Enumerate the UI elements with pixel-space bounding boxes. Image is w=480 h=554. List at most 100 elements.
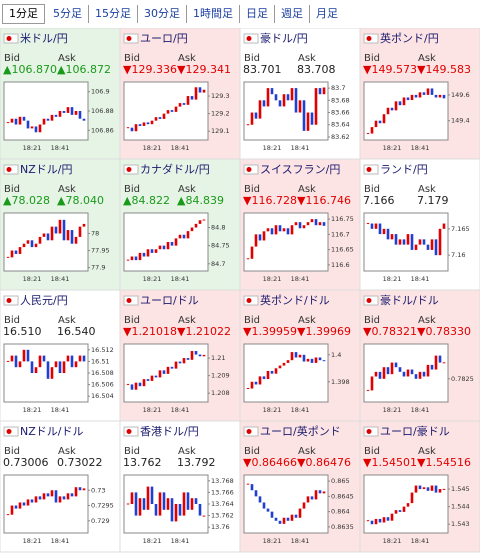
x-tick-label: 18:21 — [143, 537, 162, 545]
x-tick-label: 18:41 — [51, 406, 70, 414]
pair-title: 人民元/円 — [20, 294, 68, 307]
candle — [198, 220, 202, 224]
timeframe-tab[interactable]: 週足 — [274, 5, 309, 23]
candle — [394, 362, 398, 368]
candle — [258, 496, 262, 503]
plot-area — [3, 81, 89, 141]
y-tick-label: 7.165 — [451, 225, 470, 233]
bid-value: 0.73006 — [3, 456, 49, 469]
candle — [294, 88, 298, 113]
y-tick-label: 78 — [91, 229, 99, 237]
candle — [410, 492, 414, 504]
candle — [10, 505, 14, 515]
x-tick-label: 18:21 — [263, 144, 282, 152]
candle — [150, 120, 154, 125]
candle — [418, 92, 422, 98]
candle — [406, 369, 410, 377]
y-tick-label: 1.21 — [211, 354, 225, 362]
flag-icon — [6, 298, 12, 303]
candle — [22, 349, 26, 362]
timeframe-tab[interactable]: 1時間足 — [186, 5, 239, 23]
timeframe-tab[interactable]: 1分足 — [2, 4, 45, 24]
y-tick-label: 0.729 — [91, 517, 110, 525]
timeframe-tab[interactable]: 月足 — [309, 5, 344, 23]
pair-title: スイスフラン/円 — [260, 163, 340, 176]
candle — [290, 352, 294, 361]
y-tick-label: 0.7295 — [91, 502, 114, 510]
candle — [266, 88, 270, 107]
candle — [294, 514, 298, 518]
candle — [70, 493, 74, 497]
candle — [150, 249, 154, 253]
y-tick-label: 116.65 — [331, 246, 354, 254]
candle — [74, 111, 78, 115]
candle — [266, 228, 270, 232]
y-tick-label: 0.73 — [91, 486, 105, 494]
ask-label: Ask — [58, 53, 76, 64]
candle — [282, 362, 286, 366]
candle — [146, 486, 150, 510]
candle — [10, 118, 14, 123]
candle — [254, 112, 258, 119]
candle — [422, 92, 426, 95]
y-tick-label: 1.209 — [211, 372, 230, 380]
candle — [382, 517, 386, 523]
flag-icon — [366, 429, 372, 434]
plot-area — [123, 343, 209, 403]
plot-area — [123, 81, 209, 141]
candle — [282, 94, 286, 107]
candle — [66, 355, 70, 362]
timeframe-tab[interactable]: 30分足 — [137, 5, 186, 23]
timeframe-tab[interactable]: 15分足 — [88, 5, 137, 23]
timeframe-tab[interactable]: 日足 — [239, 5, 274, 23]
candle — [182, 358, 186, 364]
candle — [378, 223, 382, 235]
bid-label: Bid — [4, 184, 20, 195]
candle — [154, 249, 158, 253]
candle — [306, 112, 310, 131]
candle — [434, 94, 438, 98]
candle — [70, 355, 74, 368]
flag-icon — [246, 298, 252, 303]
y-tick-label: 13.762 — [211, 512, 234, 520]
candle — [270, 370, 274, 374]
candle — [402, 97, 406, 106]
candle — [50, 114, 54, 121]
candle — [398, 101, 402, 106]
candle — [406, 234, 410, 245]
candle — [194, 498, 198, 504]
candle — [74, 487, 78, 497]
candle — [150, 375, 154, 381]
candle — [250, 112, 254, 125]
candle — [82, 355, 86, 362]
candle — [46, 361, 50, 379]
candle — [178, 234, 182, 239]
pair-title: ユーロ/英ポンド — [260, 424, 341, 438]
ask-value: ▲78.040 — [57, 194, 104, 207]
candle — [142, 498, 146, 510]
candle — [78, 111, 82, 119]
y-tick-label: 83.64 — [331, 121, 350, 129]
y-tick-label: 77.9 — [91, 264, 105, 272]
plot-area — [363, 81, 449, 141]
candle — [442, 362, 446, 364]
bid-value: ▲78.028 — [3, 194, 50, 207]
timeframe-tab[interactable]: 5分足 — [53, 7, 82, 20]
candle — [166, 366, 170, 374]
